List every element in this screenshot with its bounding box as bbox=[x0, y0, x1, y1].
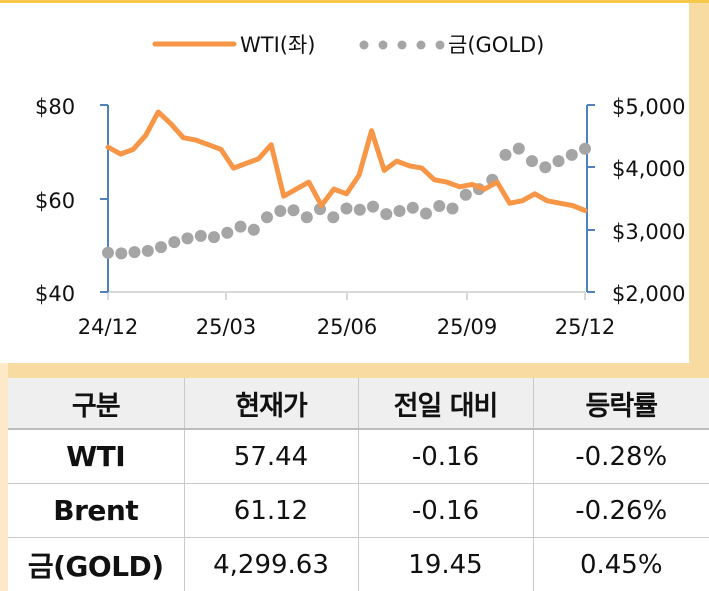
gold-legend-label: 금(GOLD) bbox=[448, 33, 544, 57]
x-tick-2503: 25/03 bbox=[196, 315, 257, 339]
wti-series-line bbox=[108, 112, 585, 211]
x-tick-2506: 25/06 bbox=[317, 315, 378, 339]
x-tick-2509: 25/09 bbox=[437, 315, 498, 339]
row-name: WTI bbox=[8, 429, 184, 484]
row-change: 19.45 bbox=[358, 538, 533, 591]
wti-gold-chart: WTI(좌) 금(GOLD) $80 $60 $40 $5,000 $4,000… bbox=[0, 0, 689, 363]
legend: WTI(좌) 금(GOLD) bbox=[155, 33, 544, 57]
header-category: 구분 bbox=[8, 378, 184, 429]
row-pct: -0.26% bbox=[533, 484, 709, 538]
left-tick-80: $80 bbox=[35, 95, 75, 119]
left-tick-40: $40 bbox=[35, 282, 75, 306]
row-name: 금(GOLD) bbox=[8, 538, 184, 591]
row-price: 57.44 bbox=[184, 429, 358, 484]
header-current-price: 현재가 bbox=[184, 378, 358, 429]
right-tick-4000: $4,000 bbox=[612, 157, 685, 181]
table-row-gold: 금(GOLD) 4,299.63 19.45 0.45% bbox=[8, 538, 709, 591]
row-price: 4,299.63 bbox=[184, 538, 358, 591]
header-daily-change: 전일 대비 bbox=[358, 378, 533, 429]
right-y-axis bbox=[587, 105, 595, 292]
x-tick-2412: 24/12 bbox=[78, 315, 139, 339]
header-change-rate: 등락률 bbox=[533, 378, 709, 429]
x-tick-2512: 25/12 bbox=[555, 315, 616, 339]
table-top-band bbox=[8, 363, 689, 378]
frame-left-strip bbox=[0, 363, 8, 589]
right-tick-3000: $3,000 bbox=[612, 220, 685, 244]
row-price: 61.12 bbox=[184, 484, 358, 538]
left-y-axis bbox=[100, 105, 108, 292]
gold-legend-dots-icon bbox=[360, 41, 445, 50]
table-row-wti: WTI 57.44 -0.16 -0.28% bbox=[8, 429, 709, 484]
x-axis-ticks bbox=[108, 292, 585, 300]
row-change: -0.16 bbox=[358, 484, 533, 538]
price-table: 구분 현재가 전일 대비 등락률 WTI 57.44 -0.16 -0.28% … bbox=[8, 378, 709, 591]
table-row-brent: Brent 61.12 -0.16 -0.26% bbox=[8, 484, 709, 538]
row-change: -0.16 bbox=[358, 429, 533, 484]
table-header-row: 구분 현재가 전일 대비 등락률 bbox=[8, 378, 709, 429]
row-pct: 0.45% bbox=[533, 538, 709, 591]
wti-legend-label: WTI(좌) bbox=[240, 33, 316, 57]
right-tick-5000: $5,000 bbox=[612, 95, 685, 119]
right-tick-2000: $2,000 bbox=[612, 282, 685, 306]
left-tick-60: $60 bbox=[35, 189, 75, 213]
row-name: Brent bbox=[8, 484, 184, 538]
row-pct: -0.28% bbox=[533, 429, 709, 484]
